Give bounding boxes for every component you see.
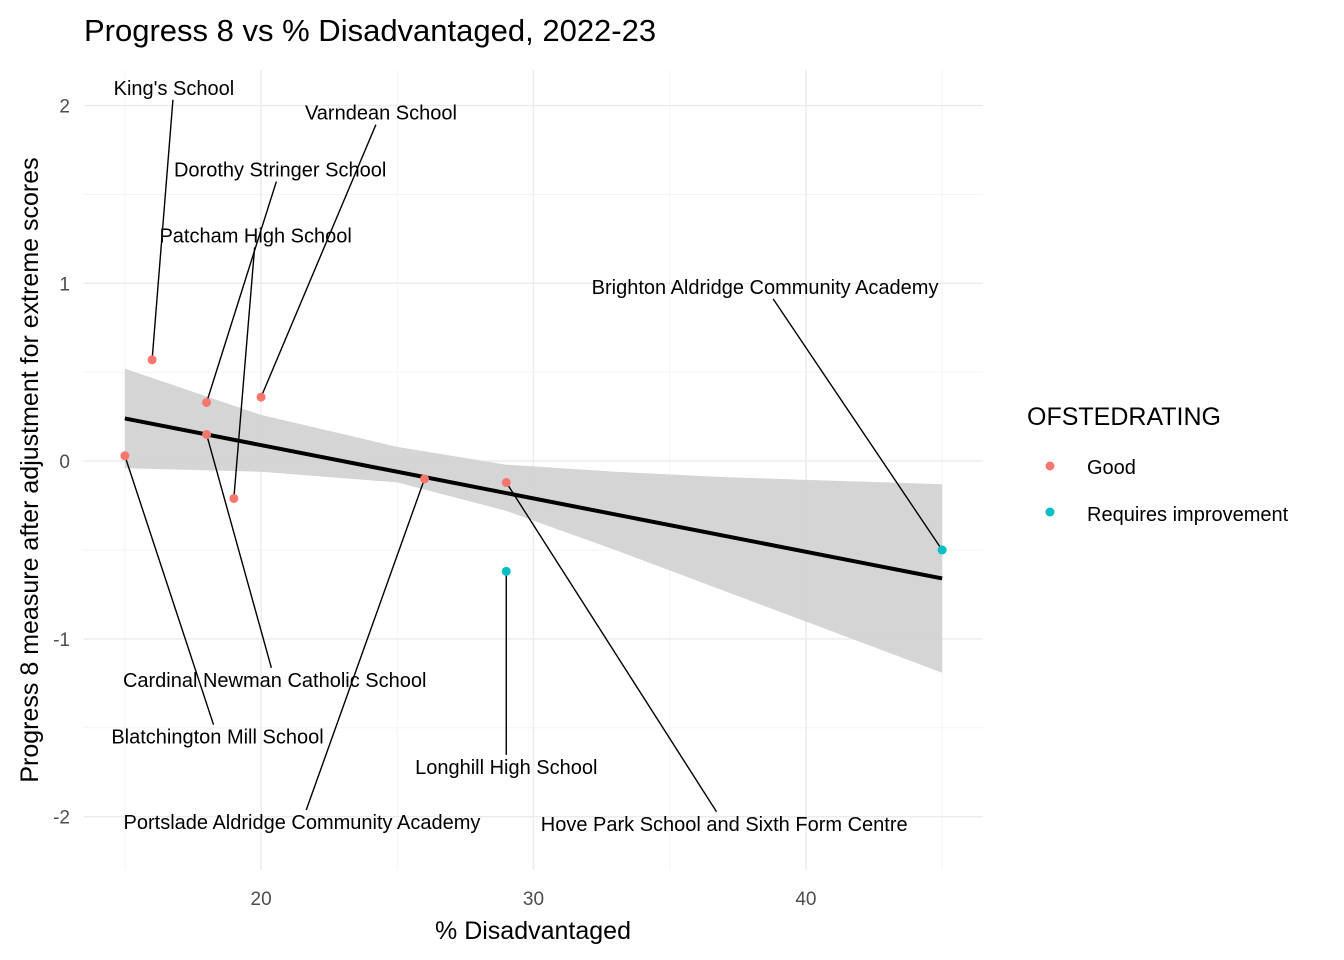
data-point [147, 355, 157, 365]
label-connector [772, 298, 943, 551]
y-tick-label: 0 [59, 452, 70, 473]
data-point [501, 477, 511, 487]
confidence-band [124, 368, 943, 673]
data-point [501, 566, 511, 576]
x-axis-title: % Disadvantaged [435, 917, 631, 945]
point-label: Blatchington Mill School [111, 727, 323, 749]
y-axis-ticks: -2 -1 0 1 2 [53, 97, 70, 829]
point-label: Dorothy Stringer School [174, 160, 386, 182]
point-label: Brighton Aldridge Community Academy [592, 277, 939, 299]
legend-label-good: Good [1087, 457, 1136, 479]
point-label: Hove Park School and Sixth Form Centre [541, 814, 908, 836]
label-connector [505, 482, 718, 813]
y-tick-label: -2 [53, 808, 70, 829]
label-connector [305, 478, 426, 811]
point-label: Patcham High School [159, 225, 351, 247]
point-label: Longhill High School [415, 757, 597, 779]
data-point [120, 451, 130, 461]
x-tick-label: 30 [523, 889, 544, 910]
legend-swatch-good [1045, 461, 1055, 471]
label-connector [124, 455, 215, 725]
legend-label-requires-improvement: Requires improvement [1087, 504, 1289, 526]
label-connectors [124, 99, 943, 813]
label-connector [205, 181, 278, 403]
point-label: King's School [114, 78, 235, 100]
point-labels: King's School Varndean School Dorothy Stri… [111, 78, 938, 836]
data-point [937, 545, 947, 555]
data-point [229, 493, 239, 503]
x-axis-ticks: 20 30 40 [251, 889, 817, 910]
label-connector [233, 247, 256, 499]
legend: OFSTEDRATING Good Requires improvement [1027, 403, 1289, 526]
data-point [202, 429, 212, 439]
label-connector [151, 99, 174, 360]
data-points [120, 355, 947, 576]
point-label: Varndean School [305, 103, 457, 125]
y-tick-label: 1 [59, 274, 70, 295]
x-tick-label: 20 [251, 889, 272, 910]
x-tick-label: 40 [795, 889, 816, 910]
chart-title: Progress 8 vs % Disadvantaged, 2022-23 [84, 13, 656, 48]
data-point [202, 397, 212, 407]
trend-line [124, 416, 943, 581]
point-label: Cardinal Newman Catholic School [123, 670, 426, 692]
data-point [256, 392, 266, 402]
data-point [420, 474, 430, 484]
point-label: Portslade Aldridge Community Academy [124, 812, 481, 834]
legend-title: OFSTEDRATING [1027, 403, 1221, 431]
plot-panel: King's School Varndean School Dorothy Stri… [84, 70, 983, 870]
label-connector [205, 434, 273, 668]
legend-swatch-requires-improvement [1045, 507, 1055, 517]
y-axis-title: Progress 8 measure after adjustment for … [16, 157, 44, 782]
y-tick-label: 2 [59, 97, 70, 118]
label-connector [260, 124, 377, 398]
y-tick-label: -1 [53, 630, 70, 651]
grid-lines [84, 70, 983, 870]
